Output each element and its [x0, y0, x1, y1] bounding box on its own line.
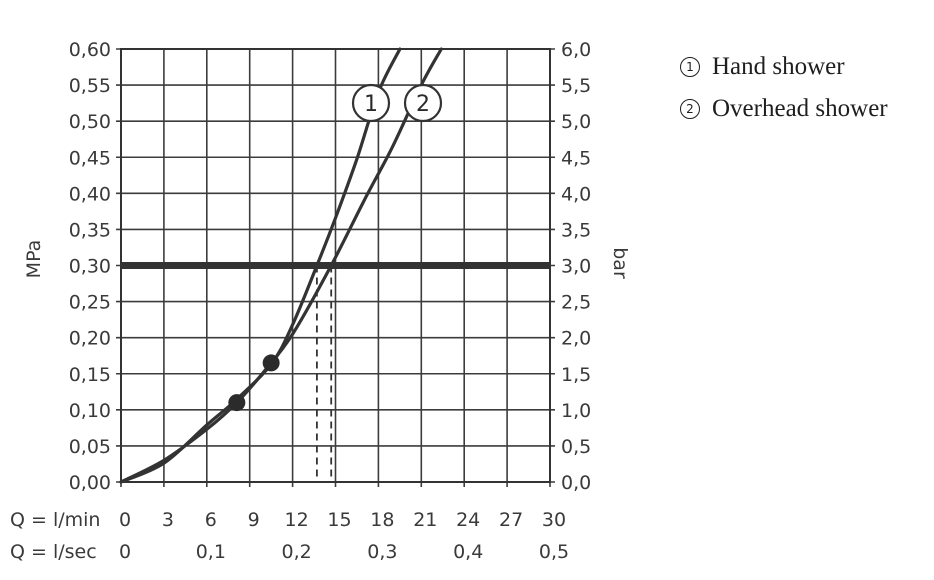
x-secondary-tick-label: 0,2 — [281, 541, 311, 563]
y-tick-label: 0,45 — [69, 147, 111, 169]
y-tick-label: 0,50 — [69, 111, 111, 133]
y-secondary-tick-label: 2,0 — [561, 328, 591, 350]
curve-series-2 — [119, 47, 443, 484]
x-tick-label: 30 — [542, 509, 566, 531]
x-secondary-tick-labels: 0 0,1 0,2 0,3 0,4 0,5 — [119, 541, 569, 563]
x-secondary-tick-label: 0,5 — [539, 541, 569, 563]
y-secondary-tick-label: 0,5 — [561, 436, 591, 458]
curve-marker-circle-2 — [403, 83, 443, 123]
x-tick-label: 0 — [119, 509, 131, 531]
y-tick-label: 0,40 — [69, 183, 111, 205]
y-secondary-axis-title: bar — [609, 247, 631, 279]
plot-frame — [120, 48, 551, 483]
y-secondary-tick-label: 3,0 — [561, 256, 591, 278]
legend: 1 Hand shower 2 Overhead shower — [680, 46, 888, 130]
curve-marker-circle-1 — [351, 83, 391, 123]
y-secondary-tick-labels: 0,0 0,5 1,0 1,5 2,0 2,5 3,0 3,5 4,0 4,5 5,0 5,5 6,0 — [561, 39, 591, 494]
y-tick-labels: 0,00 0,05 0,10 0,15 0,20 0,25 0,30 0,35 0,40 0,45… — [69, 39, 111, 494]
y-tick-label: 0,35 — [69, 219, 111, 241]
x-secondary-tick-label: 0 — [119, 541, 131, 563]
y-secondary-tick-label: 4,0 — [561, 183, 591, 205]
curve-marker-label-2: 2 — [416, 92, 430, 117]
dashed-drop-lines — [316, 265, 333, 482]
y-secondary-tick-label: 3,5 — [561, 219, 591, 241]
highlight-point-series-2 — [228, 394, 246, 412]
y-tick-label: 0,20 — [69, 328, 111, 350]
y-tick-label: 0,25 — [69, 292, 111, 314]
highlight-points — [228, 354, 280, 412]
y-tick-label: 0,10 — [69, 400, 111, 422]
x-tick-label: 6 — [205, 509, 217, 531]
legend-label: Overhead shower — [712, 95, 888, 122]
legend-marker-2: 2 — [680, 99, 700, 119]
y-secondary-tick-label: 1,0 — [561, 400, 591, 422]
legend-item-overhead-shower: 2 Overhead shower — [680, 88, 888, 130]
x-tick-label: 3 — [162, 509, 174, 531]
y-tick-label: 0,15 — [69, 364, 111, 386]
y-tick-label: 0,55 — [69, 75, 111, 97]
y-secondary-tick-label: 5,0 — [561, 111, 591, 133]
x-secondary-axis-title: Q = l/sec — [10, 541, 97, 563]
x-tick-label: 9 — [248, 509, 260, 531]
highlight-point-series-1 — [262, 354, 280, 372]
y-secondary-tick-label: 2,5 — [561, 292, 591, 314]
x-tick-label: 21 — [413, 509, 437, 531]
y-secondary-tick-label: 6,0 — [561, 39, 591, 61]
y-secondary-tick-label: 0,0 — [561, 472, 591, 494]
y-tick-label: 0,60 — [69, 39, 111, 61]
x-tick-label: 27 — [499, 509, 523, 531]
legend-label: Hand shower — [712, 53, 845, 80]
y-tick-label: 0,00 — [69, 472, 111, 494]
y-secondary-tick-label: 1,5 — [561, 364, 591, 386]
y-secondary-tick-label: 5,5 — [561, 75, 591, 97]
curves — [119, 47, 443, 484]
x-tick-label: 24 — [456, 509, 480, 531]
x-secondary-tick-label: 0,4 — [453, 541, 483, 563]
x-tick-label: 12 — [285, 509, 309, 531]
y-tick-label: 0,30 — [69, 256, 111, 278]
curve-series-1 — [119, 47, 402, 484]
x-tick-label: 18 — [370, 509, 394, 531]
x-axis-title: Q = l/min — [10, 509, 100, 531]
x-tick-labels: 0 3 6 9 12 15 18 21 24 27 30 — [119, 509, 566, 531]
y-secondary-tick-label: 4,5 — [561, 147, 591, 169]
x-secondary-tick-label: 0,1 — [196, 541, 226, 563]
x-tick-label: 15 — [327, 509, 351, 531]
y-tick-label: 0,05 — [69, 436, 111, 458]
x-secondary-tick-label: 0,3 — [367, 541, 397, 563]
legend-marker-1: 1 — [680, 57, 700, 77]
legend-item-hand-shower: 1 Hand shower — [680, 46, 888, 88]
y-axis-title: MPa — [23, 240, 45, 279]
curve-marker-label-1: 1 — [364, 92, 378, 117]
plot-border — [120, 48, 551, 483]
